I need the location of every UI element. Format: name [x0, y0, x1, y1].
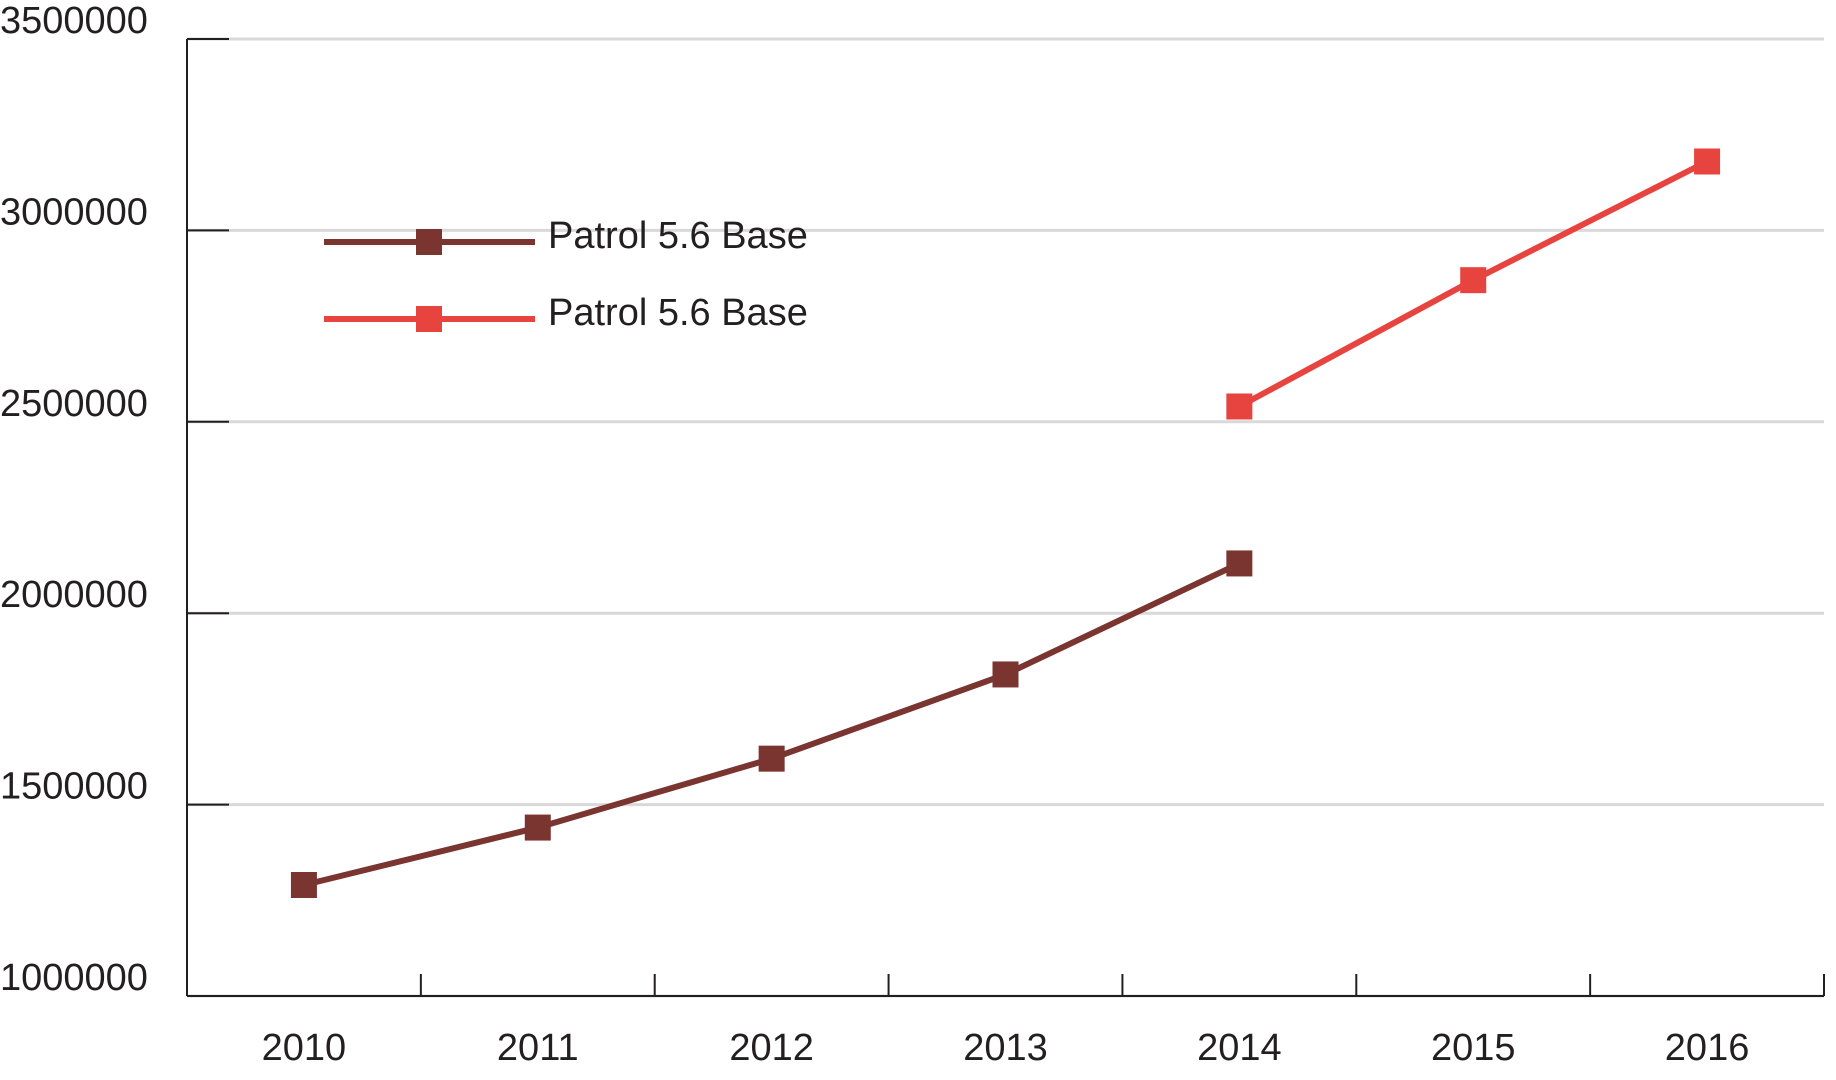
y-tick-label: 1000000	[0, 957, 148, 999]
data-marker	[524, 814, 551, 841]
data-marker	[1694, 148, 1721, 175]
x-tick-label: 2016	[1665, 1027, 1750, 1069]
legend-marker	[416, 229, 442, 255]
data-marker	[992, 661, 1019, 688]
data-marker	[290, 871, 317, 898]
series-line	[303, 560, 1241, 888]
x-tick-label: 2015	[1431, 1027, 1516, 1069]
x-tick-label: 2011	[497, 1027, 579, 1069]
y-tick-label: 1500000	[0, 766, 148, 808]
data-marker	[1226, 393, 1253, 420]
legend-label: Patrol 5.6 Base	[548, 215, 808, 257]
y-tick-label: 2500000	[0, 383, 148, 425]
x-tick-label: 2012	[729, 1027, 814, 1069]
x-tick-label: 2014	[1197, 1027, 1282, 1069]
x-tick-label: 2013	[963, 1027, 1048, 1069]
data-marker	[758, 745, 785, 772]
y-tick-label: 2000000	[0, 574, 148, 616]
y-tick-label: 3500000	[0, 0, 148, 42]
y-tick-label: 3000000	[0, 191, 148, 233]
x-tick-label: 2010	[262, 1027, 347, 1069]
data-marker	[1226, 550, 1253, 577]
legend-label: Patrol 5.6 Base	[548, 292, 808, 334]
data-marker	[1460, 267, 1487, 294]
legend-marker	[416, 306, 442, 332]
